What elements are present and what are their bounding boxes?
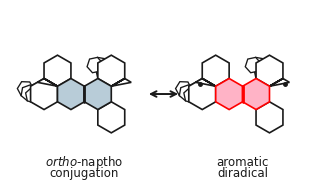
Text: conjugation: conjugation [50,167,119,180]
Polygon shape [98,102,125,133]
Polygon shape [87,57,103,73]
Polygon shape [245,57,261,73]
Polygon shape [196,78,216,86]
Polygon shape [57,78,84,110]
Polygon shape [26,88,41,103]
Polygon shape [17,82,34,96]
Polygon shape [179,85,195,101]
Polygon shape [37,78,57,86]
Polygon shape [176,82,192,96]
Polygon shape [256,55,283,86]
Polygon shape [21,85,36,101]
Polygon shape [92,57,108,73]
Text: aromatic: aromatic [216,156,269,169]
Polygon shape [243,78,270,110]
Text: $\it{ortho}$-naptho: $\it{ortho}$-naptho [45,154,124,171]
Polygon shape [189,78,216,110]
Polygon shape [216,78,243,110]
Polygon shape [256,102,283,133]
Polygon shape [84,78,111,110]
Polygon shape [31,78,57,110]
Polygon shape [98,55,125,86]
Polygon shape [44,55,71,86]
Polygon shape [256,59,271,75]
Text: diradical: diradical [217,167,268,180]
Polygon shape [250,57,266,73]
Polygon shape [270,78,289,86]
Polygon shape [111,78,131,86]
Polygon shape [202,55,229,86]
Polygon shape [184,88,199,103]
Polygon shape [98,59,112,75]
